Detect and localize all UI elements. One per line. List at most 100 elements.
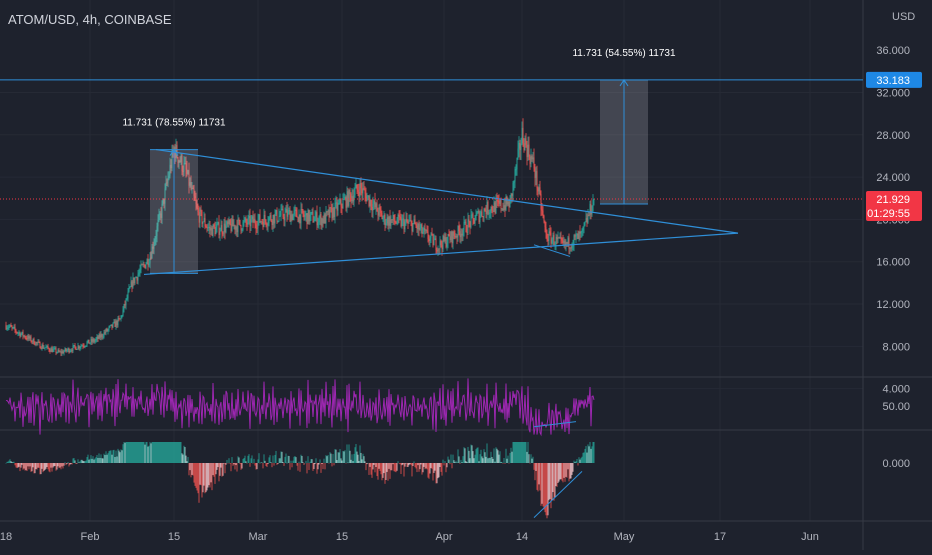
histogram-bar [133, 442, 135, 463]
candle-body [405, 218, 407, 222]
histogram-bar [38, 463, 40, 468]
histogram-bar [58, 463, 60, 469]
histogram-bar [533, 463, 535, 470]
histogram-bar [389, 463, 391, 479]
candle-body [469, 221, 471, 228]
histogram-bar [41, 463, 43, 469]
candle [307, 208, 309, 225]
candle [228, 216, 230, 228]
candle [167, 171, 169, 188]
histogram-bar [96, 455, 98, 463]
histogram-bar [59, 463, 61, 468]
candle [253, 214, 255, 223]
candle [593, 198, 595, 206]
candle-body [426, 230, 428, 232]
histogram-bar [138, 442, 140, 463]
candle [592, 194, 594, 212]
candle [264, 210, 266, 225]
histogram-bar [535, 463, 537, 471]
histogram-bar [290, 460, 292, 463]
candle [105, 328, 107, 336]
histogram-bar [78, 462, 80, 463]
candle [241, 228, 243, 234]
candle [225, 220, 227, 234]
candle [585, 211, 587, 223]
candle [177, 156, 179, 168]
histogram-bar [29, 463, 31, 467]
candle [420, 223, 422, 234]
histogram-bar [224, 463, 226, 474]
candle [127, 287, 129, 302]
candle-body [169, 164, 171, 176]
histogram-bar [146, 442, 148, 463]
candle [87, 339, 89, 344]
candle [410, 214, 412, 227]
candle [128, 284, 130, 293]
histogram-bar [512, 442, 514, 463]
histogram-bar [355, 444, 357, 463]
histogram-bar [24, 463, 26, 471]
candle [58, 347, 60, 353]
candle [406, 213, 408, 224]
histogram-bar [480, 449, 482, 463]
histogram-bar [208, 463, 210, 486]
candle [464, 219, 466, 225]
histogram-bar [381, 463, 383, 481]
histogram-bar [506, 458, 508, 463]
candle [118, 315, 120, 322]
candle [492, 205, 494, 218]
candle-body [504, 205, 506, 210]
candle-body [445, 237, 447, 247]
candle-body [109, 325, 111, 327]
candle [366, 192, 368, 202]
candle [131, 280, 133, 293]
candle-body [407, 222, 409, 224]
candle [309, 210, 311, 225]
histogram-bar [60, 463, 62, 470]
candle [292, 213, 294, 221]
candle-body [226, 221, 228, 226]
candle-body [409, 220, 411, 222]
candle [276, 207, 278, 225]
histogram-bar [270, 462, 272, 463]
candle [401, 214, 403, 229]
grid-lines [0, 0, 863, 521]
candle-body [524, 138, 526, 151]
histogram-bar [218, 463, 220, 482]
candle-body [287, 210, 289, 217]
candle [513, 180, 515, 191]
histogram-bar [196, 463, 198, 491]
histogram-bar [370, 463, 372, 475]
candle [515, 164, 517, 176]
histogram-bar [156, 442, 158, 463]
candle [102, 333, 104, 340]
histogram-bar [436, 463, 438, 484]
candle-body [511, 193, 513, 196]
candle [576, 233, 578, 240]
candle [461, 228, 463, 242]
candle-body [37, 341, 39, 343]
candle [488, 209, 490, 221]
candle [564, 238, 566, 250]
histogram-bar [423, 463, 425, 467]
candle [556, 234, 558, 245]
candle [193, 184, 195, 202]
histogram-bar [189, 463, 191, 471]
candle-body [363, 188, 365, 190]
candle-body [145, 264, 147, 269]
candle [402, 214, 404, 227]
histogram-bar [74, 460, 76, 463]
macd-histogram [5, 442, 595, 519]
candle-body [353, 195, 355, 202]
candle-body [483, 209, 485, 218]
histogram-bar [190, 463, 192, 478]
candle-body [564, 240, 566, 246]
candle [156, 222, 158, 243]
candle [528, 136, 530, 161]
histogram-bar [473, 458, 475, 463]
histogram-bar [282, 461, 284, 463]
candle [381, 210, 383, 220]
histogram-bar [374, 463, 376, 473]
